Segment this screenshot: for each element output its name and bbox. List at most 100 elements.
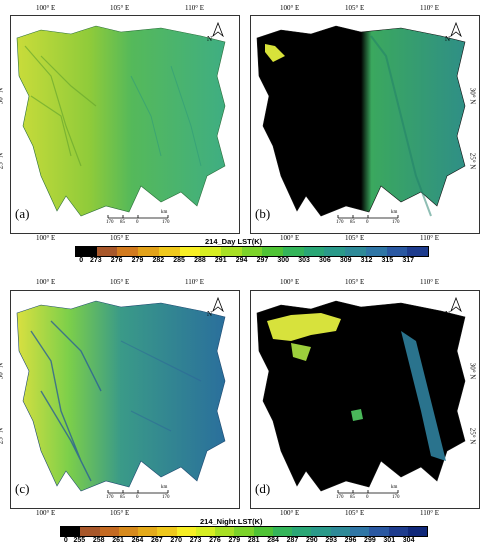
lat-label-25-b: 25° N	[468, 152, 477, 170]
colorbar-segment	[176, 527, 196, 536]
lat-label-25-a: 25° N	[0, 153, 5, 170]
colorbar-segment	[200, 247, 221, 256]
colorbar-segment	[272, 527, 293, 536]
colorbar-tick-label: 300	[277, 257, 290, 264]
scale-tick-1: 85	[120, 495, 125, 500]
scale-bar-icon	[107, 215, 169, 219]
scale-tick-0: 170	[106, 495, 114, 500]
north-arrow-icon	[450, 21, 462, 37]
lon-label-110-top-a: 110° E	[185, 4, 205, 12]
colorbar-tick-label: 285	[173, 257, 185, 264]
colorbar-segment	[138, 527, 158, 536]
scale-tick-0: 170	[336, 495, 344, 500]
scale-bar-icon	[337, 215, 399, 219]
colorbar-segment	[292, 527, 312, 536]
colorbar-segment	[234, 527, 254, 536]
lon-label-110-top-d: 110° E	[420, 278, 440, 286]
region-shape-a	[16, 25, 226, 217]
colorbar-tick-label: 261	[112, 537, 124, 544]
colorbar-tick-label: 290	[305, 537, 318, 544]
scale-tick-1: 85	[120, 220, 125, 225]
scale-tick-3: 170	[162, 220, 170, 225]
colorbar-segment	[80, 527, 100, 536]
scale-tick-0: 170	[336, 220, 344, 225]
colorbar-tick-label: 284	[267, 537, 279, 544]
map-panel-c: (c) N km 170 85 0 170	[10, 290, 240, 509]
north-arrow-icon	[450, 296, 462, 312]
lon-label-100-top-a: 100° E	[36, 4, 56, 12]
lon-label-100-bot-b: 100° E	[280, 234, 300, 242]
lon-label-105-top-d: 105° E	[345, 278, 365, 286]
lat-label-30-c: 30° N	[0, 363, 5, 380]
colorbar-segment	[283, 247, 304, 256]
colorbar-segment	[215, 527, 235, 536]
colorbar-segment	[241, 247, 263, 256]
colorbar-tick-label: 282	[152, 257, 165, 264]
colorbar-tick-label: 301	[383, 537, 396, 544]
colorbar-tick-label: 270	[170, 537, 183, 544]
colorbar-segment	[99, 527, 119, 536]
night-colorbar-title: 214_Night LST(K)	[200, 517, 263, 526]
colorbar-segment	[195, 527, 216, 536]
scale-tick-3: 170	[392, 220, 400, 225]
colorbar-tick-label: 0	[79, 257, 84, 264]
colorbar-segment	[330, 527, 350, 536]
lon-label-105-bot-a: 105° E	[110, 234, 130, 242]
colorbar-segment	[220, 247, 242, 256]
colorbar-segment	[324, 247, 346, 256]
colorbar-segment	[349, 527, 370, 536]
scale-unit: km	[161, 210, 168, 215]
lon-label-110-top-c: 110° E	[185, 278, 205, 286]
scale-tick-2: 0	[136, 220, 139, 225]
scale-tick-3: 170	[162, 495, 170, 500]
scale-tick-3: 170	[392, 495, 400, 500]
scale-bar-icon	[107, 490, 169, 494]
colorbar-tick-label: 306	[319, 257, 331, 264]
colorbar-segment	[365, 247, 387, 256]
colorbar-segment	[345, 247, 366, 256]
colorbar-segment	[311, 527, 331, 536]
lon-label-105-top-b: 105° E	[345, 4, 365, 12]
lon-label-100-top-b: 100° E	[280, 4, 300, 12]
colorbar-tick-label: 279	[131, 257, 144, 264]
colorbar-tick-label: 281	[247, 537, 260, 544]
night-colorbar-ticks: 0 255 258 261 264 267 270 273 276 279 281 284 287 290…	[60, 537, 426, 547]
night-colorbar	[60, 526, 428, 537]
colorbar-tick-label: 317	[402, 257, 415, 264]
scale-bar-c: km 170 85 0 170	[106, 485, 176, 503]
scale-unit: km	[161, 485, 168, 490]
scale-tick-2: 0	[366, 495, 369, 500]
lon-label-105-top-c: 105° E	[110, 278, 130, 286]
scale-tick-0: 170	[106, 220, 114, 225]
scale-bar-b: km 170 85 0 170	[336, 210, 406, 228]
colorbar-tick-label: 273	[189, 537, 202, 544]
north-arrow-icon	[212, 21, 224, 37]
colorbar-segment	[407, 527, 428, 536]
map-image-d	[256, 300, 466, 492]
lat-label-25-d: 25° N	[468, 427, 477, 445]
lat-label-30-b: 30° N	[468, 87, 477, 105]
colorbar-segment	[262, 247, 284, 256]
lon-label-110-top-b: 110° E	[420, 4, 440, 12]
lat-label-30-d: 30° N	[468, 362, 477, 380]
colorbar-segment	[138, 247, 159, 256]
lon-label-100-bot-c: 100° E	[36, 509, 56, 517]
day-colorbar-title: 214_Day LST(K)	[205, 237, 263, 246]
lon-label-100-top-d: 100° E	[280, 278, 300, 286]
colorbar-tick-label: 276	[209, 537, 221, 544]
colorbar-segment	[179, 247, 201, 256]
lon-label-105-top-a: 105° E	[110, 4, 130, 12]
colorbar-segment	[157, 527, 177, 536]
day-colorbar-ticks: 0 273 276 279 282 285 288 291 294 297 300 303 306 309…	[75, 257, 427, 267]
colorbar-tick-label: 273	[89, 257, 102, 264]
colorbar-tick-label: 309	[339, 257, 352, 264]
region-shape-b	[256, 25, 466, 217]
colorbar-segment	[158, 247, 180, 256]
map-image-a	[16, 25, 226, 217]
scale-tick-2: 0	[136, 495, 139, 500]
colorbar-segment	[303, 247, 325, 256]
scale-bar-icon	[337, 490, 399, 494]
lon-label-105-bot-c: 105° E	[110, 509, 130, 517]
scale-tick-1: 85	[350, 220, 355, 225]
colorbar-tick-label: 315	[381, 257, 394, 264]
